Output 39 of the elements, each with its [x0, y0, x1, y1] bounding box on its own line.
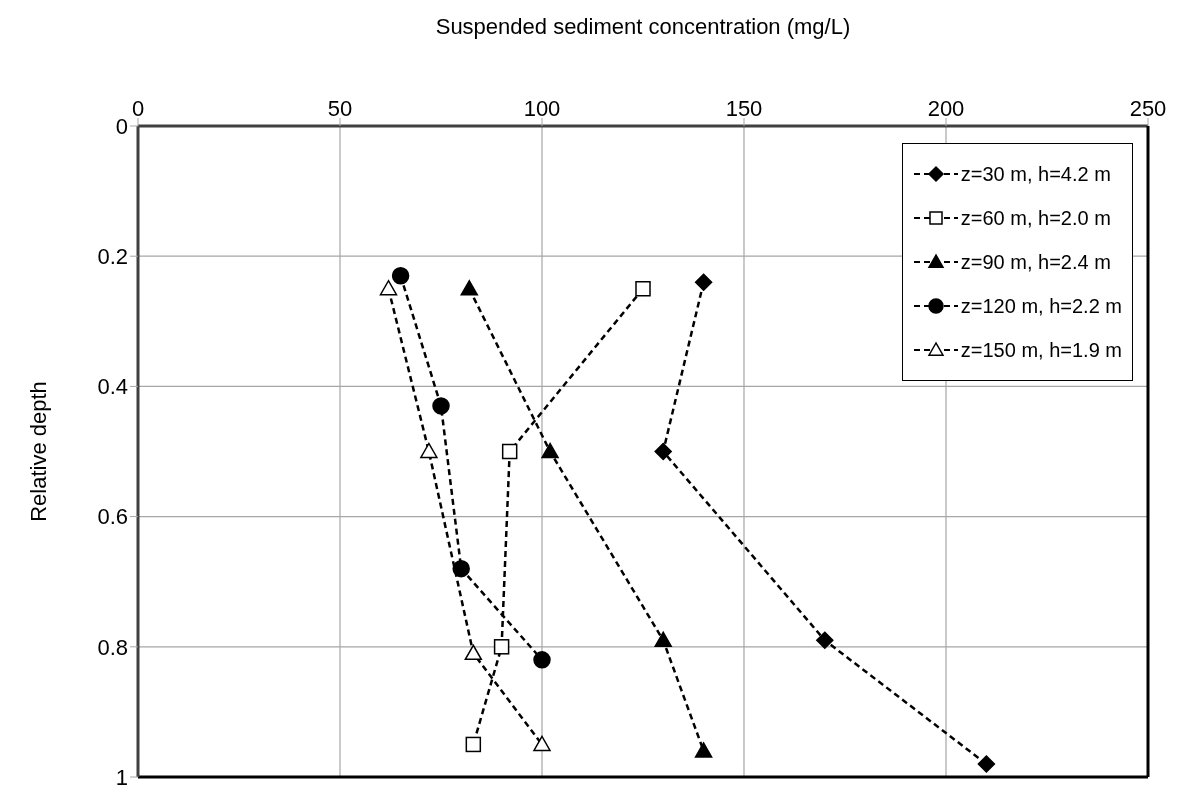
point: [654, 442, 672, 461]
x-tick-label: 50: [327, 96, 353, 121]
y-tick-label: 0.6: [97, 504, 128, 530]
point: [694, 273, 713, 291]
legend-label: z=60 m, h=2.0 m: [960, 206, 1111, 230]
point: [635, 281, 651, 297]
y-tick-label: 1: [115, 764, 128, 790]
point: [533, 651, 551, 669]
legend-label: z=90 m, h=2.4 m: [960, 250, 1111, 274]
y-tick-label: 0: [115, 113, 128, 139]
point: [654, 631, 672, 648]
point: [460, 280, 479, 296]
point: [420, 442, 438, 459]
x-tick-label: 0: [131, 96, 145, 121]
x-tick-label: 200: [927, 96, 965, 121]
point: [541, 442, 559, 459]
point: [977, 755, 996, 773]
legend-label: z=150 m, h=1.9 m: [960, 338, 1122, 362]
x-axis-title: Suspended sediment concentration (mg/L): [435, 13, 851, 39]
point: [379, 280, 398, 296]
y-tick-label: 0.8: [97, 634, 128, 660]
point: [464, 644, 483, 661]
point: [391, 266, 410, 285]
point: [533, 735, 551, 752]
y-axis-title: Relative depth: [25, 381, 51, 522]
legend-label: z=120 m, h=2.2 m: [960, 294, 1122, 318]
point: [432, 397, 450, 415]
point: [465, 736, 482, 753]
point: [452, 559, 470, 578]
x-tick-label: 250: [1129, 96, 1167, 121]
point: [501, 443, 518, 460]
point: [493, 639, 510, 655]
point: [694, 742, 713, 758]
x-tick-label: 100: [523, 96, 561, 121]
x-tick-label: 150: [725, 96, 763, 121]
legend-label: z=30 m, h=4.2 m: [960, 162, 1111, 186]
y-tick-label: 0.4: [97, 374, 128, 400]
y-tick-label: 0.2: [97, 244, 128, 270]
point: [816, 631, 834, 650]
